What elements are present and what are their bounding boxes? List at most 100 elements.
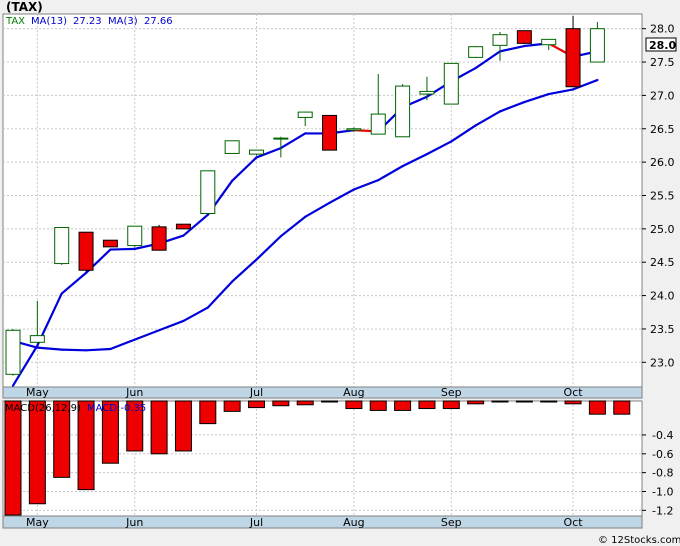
up-candle (589, 22, 605, 63)
ma3-segment (109, 338, 136, 351)
candle-body (516, 30, 532, 44)
macd-bar (369, 400, 387, 411)
macd-bar (296, 400, 314, 406)
last-price-label: 28.0 (649, 39, 676, 52)
down-candle (102, 239, 118, 248)
up-candle (370, 74, 386, 135)
macd-bar (126, 400, 144, 452)
candle-body (346, 128, 362, 131)
up-candle (29, 300, 45, 344)
price-y-tick-label: 23.0 (650, 356, 675, 369)
price-y-axis: 23.0 23.5 24.0 24.5 25.0 25.5 26.0 26.5 27.0 27.5… (642, 23, 675, 369)
up-candle (419, 76, 435, 101)
ma13-segment (474, 50, 502, 70)
macd-bar (588, 400, 606, 415)
legend-ma3: MA(3) (108, 16, 138, 27)
ma3-segment (36, 346, 63, 351)
legend-macd-value: MACD:-0.35 (87, 403, 146, 414)
candle-body (468, 46, 484, 58)
price-legend: TAX MA(13) 27.23 MA(3) 27.66 (5, 16, 173, 27)
ma3-segment (133, 329, 161, 341)
price-y-tick-label: 27.0 (650, 89, 675, 102)
ma3-segment (328, 188, 355, 204)
macd-y-tick-label: -0.8 (652, 467, 673, 480)
ma13-segment (498, 44, 526, 53)
macd-bar (4, 400, 22, 516)
price-x-axis-band (2, 386, 643, 399)
price-y-tick-label: 28.0 (650, 23, 675, 36)
macd-bar (272, 400, 290, 407)
ma13-segment (109, 247, 136, 251)
price-x-axis: May Jun Jul Aug Sep Oct (26, 386, 583, 399)
price-panel: 23.0 23.5 24.0 24.5 25.0 25.5 26.0 26.5 27.0 27.5… (2, 13, 677, 399)
candle-body (5, 329, 21, 375)
down-candle (175, 223, 191, 230)
chart-title: (TAX) (6, 0, 43, 14)
macd-x-tick-label: Jul (249, 516, 263, 529)
ma13-segment (255, 147, 282, 159)
up-candle (395, 84, 411, 138)
up-candle (224, 140, 240, 154)
macd-plot-area (2, 400, 643, 517)
macd-y-axis: -0.4 -0.6 -0.8 -1.0 -1.2 (642, 429, 673, 517)
macd-bars (4, 400, 631, 516)
up-candle (54, 227, 70, 265)
candle-body (102, 239, 118, 248)
macd-x-tick-label: Oct (564, 516, 584, 529)
price-grid (3, 14, 642, 387)
up-candle (541, 38, 557, 51)
macd-bar (540, 400, 558, 403)
ma13-segment (11, 344, 39, 387)
macd-legend: MACD(26,12,9) MACD:-0.35 (5, 403, 146, 414)
price-y-tick-label: 24.0 (650, 290, 675, 303)
up-candle (443, 62, 459, 105)
price-x-tick-label: Sep (441, 386, 462, 399)
candle-body (200, 170, 216, 215)
legend-ma3-value: 27.66 (144, 16, 173, 27)
up-candle (127, 225, 143, 247)
ma3-segment (60, 348, 88, 352)
ma3-segment (401, 153, 429, 168)
ma3-segment (231, 258, 258, 283)
candle-body (224, 140, 240, 154)
macd-x-tick-label: Aug (343, 516, 364, 529)
macd-bar (394, 400, 412, 411)
candle-body (273, 137, 289, 140)
price-y-tick-label: 25.0 (650, 223, 675, 236)
macd-bar (248, 400, 265, 409)
ma3-segment (425, 140, 453, 156)
macd-bar (345, 400, 363, 410)
candle-body (78, 231, 94, 271)
macd-bar (53, 400, 71, 478)
candle-body (29, 335, 45, 343)
up-candle (346, 127, 362, 133)
ma3-segment (523, 92, 550, 104)
candle-body (565, 28, 581, 88)
candle-body (54, 227, 70, 265)
macd-bar (418, 400, 436, 410)
ma13-segment (60, 271, 88, 295)
macd-x-tick-label: Jun (125, 516, 143, 529)
ma13-segment (279, 132, 307, 150)
macd-y-tick-label: -1.2 (652, 504, 673, 517)
up-candle (249, 149, 264, 156)
ma3-segment (206, 280, 234, 309)
ma3-segment (377, 165, 404, 182)
price-x-tick-label: Aug (343, 386, 364, 399)
candle-body (127, 225, 143, 247)
ma3-segment (304, 201, 331, 218)
ma13-segment (182, 213, 209, 237)
macd-bar (491, 400, 509, 403)
legend-macd-params: MACD(26,12,9) (5, 403, 81, 414)
legend-ma13-value: 27.23 (73, 16, 102, 27)
ma3-segment (279, 215, 307, 238)
macd-bar (150, 400, 168, 455)
ma3-segment (352, 179, 380, 191)
price-y-tick-label: 25.5 (650, 189, 675, 202)
macd-panel: -0.4 -0.6 -0.8 -1.0 -1.2 MACD(26,12,9) MACD:… (2, 400, 673, 529)
ma3-segment (474, 110, 502, 127)
macd-bar (77, 400, 95, 491)
up-candle (468, 46, 484, 59)
price-x-tick-label: Jul (249, 386, 263, 399)
down-candle (516, 30, 532, 45)
